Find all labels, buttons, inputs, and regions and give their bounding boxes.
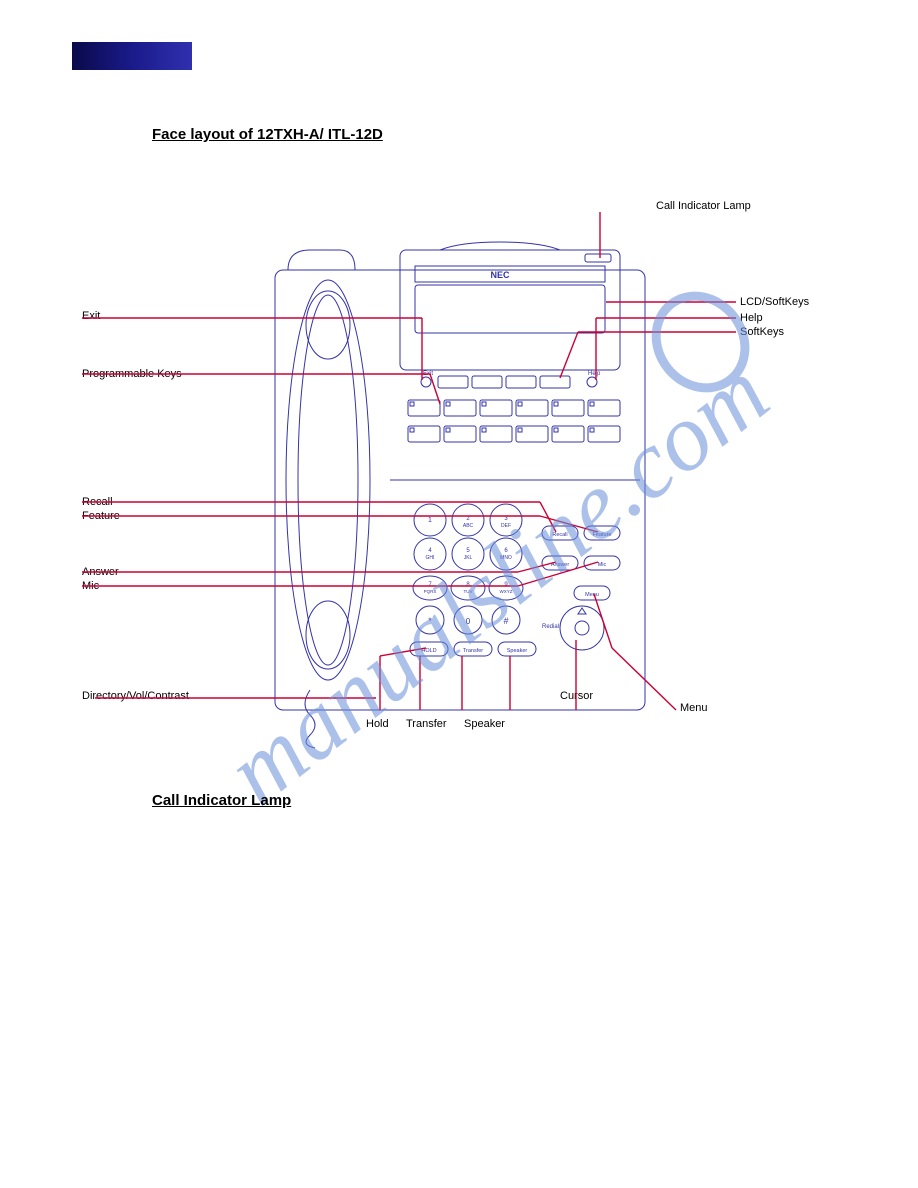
call-indicator-section-title: Call Indicator Lamp [152, 792, 291, 809]
callout-lines [0, 0, 918, 760]
